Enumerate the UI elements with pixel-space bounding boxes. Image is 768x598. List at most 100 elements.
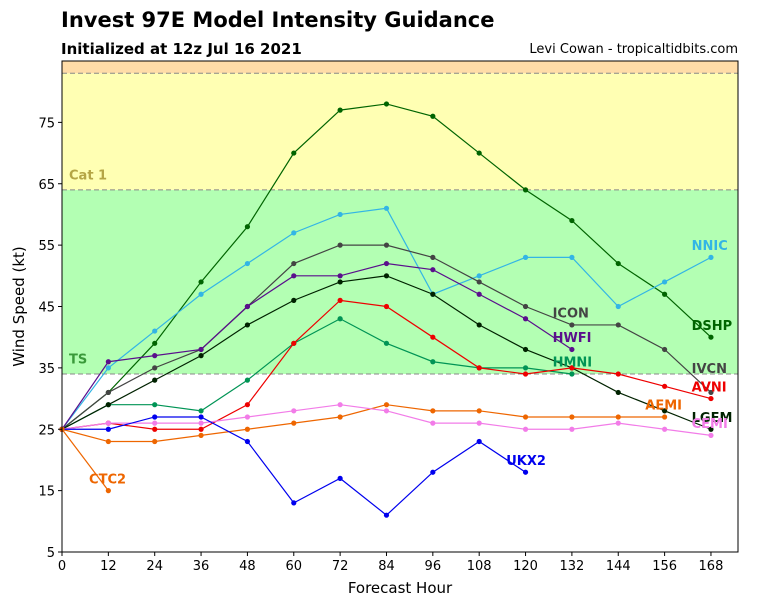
series-point-lgem: [198, 353, 204, 359]
series-point-icon: [337, 242, 343, 248]
series-point-avni: [198, 426, 204, 432]
series-point-hmni: [198, 408, 204, 414]
series-point-cemi: [430, 420, 436, 426]
series-point-nnic: [615, 303, 621, 310]
series-point-avni: [337, 297, 343, 303]
x-axis-ticks: 0 12 24 36 48 60 72 84 96 108 120 132 144 156 168: [58, 552, 724, 574]
series-point-aemi: [569, 414, 575, 420]
series-point-ukx2: [152, 414, 158, 420]
x-tick-label: 36: [193, 559, 210, 574]
series-point-hmni: [244, 377, 251, 383]
series-point-cemi: [244, 414, 251, 420]
series-point-icon: [708, 389, 714, 396]
series-point-aemi: [476, 408, 482, 414]
series-point-hwfi: [198, 346, 204, 353]
x-tick-label: 0: [58, 559, 66, 574]
series-point-cemi: [708, 432, 714, 438]
series-point-cemi: [569, 426, 575, 432]
chart-credit: Levi Cowan - tropicaltidbits.com: [529, 42, 738, 57]
series-point-nnic: [708, 254, 714, 260]
y-tick-label: 5: [47, 546, 55, 561]
x-tick-label: 120: [513, 559, 538, 574]
series-point-dshp: [430, 113, 436, 119]
series-point-cemi: [615, 420, 621, 426]
series-point-avni: [476, 365, 482, 371]
intensity-bands: [62, 61, 738, 375]
series-label-lgem: LGEM: [692, 411, 733, 426]
series-point-hwfi: [291, 273, 297, 279]
series-point-avni: [708, 395, 714, 402]
series-point-avni: [244, 402, 251, 408]
y-tick-label: 65: [38, 178, 55, 193]
series-point-dshp: [522, 187, 529, 193]
series-point-cemi: [198, 420, 204, 426]
series-point-dshp: [337, 107, 343, 113]
series-point-hmni: [430, 359, 436, 365]
x-tick-label: 96: [425, 559, 442, 574]
series-point-lgem: [615, 389, 621, 396]
series-point-hmni: [522, 365, 529, 371]
series-point-nnic: [383, 205, 390, 211]
series-point-avni: [662, 383, 668, 389]
series-point-hmni: [337, 316, 343, 322]
x-tick-label: 60: [285, 559, 302, 574]
series-point-icon: [152, 365, 158, 371]
series-label-dshp: DSHP: [692, 319, 733, 334]
series-point-avni: [430, 334, 436, 340]
series-line-aemi: [61, 404, 665, 443]
series-point-hwfi: [244, 303, 251, 310]
series-point-ukx2: [430, 469, 436, 475]
series-point-hmni: [383, 340, 390, 346]
series-point-cemi: [105, 420, 111, 426]
series-label-ctc2: CTC2: [89, 472, 126, 487]
threshold-lines: [62, 72, 738, 375]
x-tick-label: 168: [699, 559, 724, 574]
series-point-ukx2: [198, 414, 204, 420]
series-point-aemi: [337, 414, 343, 420]
series-label-ivcn: IVCN: [692, 362, 727, 377]
series-point-ukx2: [244, 438, 251, 445]
series-line-hmni: [61, 318, 572, 430]
series-point-dshp: [291, 150, 297, 156]
x-tick-label: 108: [467, 559, 492, 574]
chart-title: Invest 97E Model Intensity Guidance: [61, 8, 495, 32]
series-label-ukx2: UKX2: [506, 454, 546, 469]
series-point-icon: [476, 279, 482, 285]
series-point-lgem: [105, 402, 111, 408]
series-point-ukx2: [105, 426, 111, 432]
series-point-cemi: [383, 408, 390, 414]
series-point-cemi: [522, 426, 529, 432]
band-label-cat-1: Cat 1: [69, 169, 107, 184]
series-point-aemi: [291, 420, 297, 426]
band-labels: TS Cat 1: [69, 169, 107, 368]
series-point-aemi: [383, 402, 390, 408]
series-point-avni: [152, 426, 158, 432]
series-point-nnic: [662, 279, 668, 285]
series-point-avni: [383, 303, 390, 310]
series-point-lgem: [291, 297, 297, 303]
x-tick-label: 48: [239, 559, 256, 574]
series-point-hwfi: [105, 359, 111, 365]
series-point-nnic: [198, 291, 204, 297]
series-point-avni: [522, 371, 529, 377]
series-point-cemi: [662, 426, 668, 432]
series-point-ukx2: [291, 500, 297, 506]
series-point-aemi: [152, 438, 158, 445]
series-point-dshp: [383, 101, 390, 107]
series-point-icon: [569, 322, 575, 328]
series-label-nnic: NNIC: [692, 239, 728, 254]
series-point-lgem: [244, 322, 251, 328]
series-point-aemi: [615, 414, 621, 420]
series-point-icon: [615, 322, 621, 328]
series-point-dshp: [476, 150, 482, 156]
series-point-aemi: [198, 432, 204, 438]
series-point-dshp: [615, 260, 621, 267]
series-point-icon: [291, 260, 297, 267]
series-point-lgem: [476, 322, 482, 328]
series-point-cemi: [337, 402, 343, 408]
series-point-hwfi: [476, 291, 482, 297]
series-point-hmni: [152, 402, 158, 408]
series-point-ukx2: [476, 438, 482, 445]
series-point-lgem: [522, 346, 529, 353]
